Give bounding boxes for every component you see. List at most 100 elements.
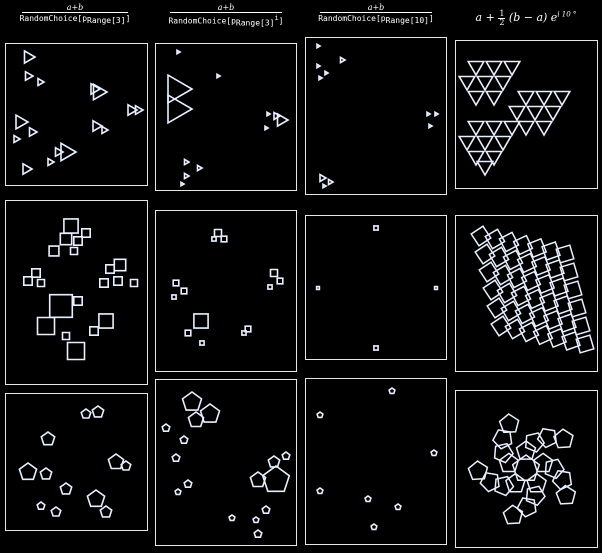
triangle-shape <box>134 104 145 116</box>
pentagon-shape <box>505 472 526 493</box>
panel-pentagons-col2 <box>155 379 297 546</box>
pentagon-shape <box>80 408 92 419</box>
fraction-bar <box>21 12 129 13</box>
pentagon-shape <box>316 411 324 419</box>
denominator: RandomChoice[pRange[10]] <box>318 14 434 25</box>
triangle-shape <box>493 75 513 92</box>
pentagon-shape <box>86 489 106 508</box>
triangle-shape <box>273 111 282 121</box>
triangle-shape <box>15 113 30 131</box>
triangle-shape <box>434 110 440 118</box>
pentagon-shape <box>394 503 402 511</box>
triangle-shape <box>28 126 39 138</box>
pentagon-shape <box>179 435 189 445</box>
header-fraction: a+b RandomChoice[pRange[3]] <box>20 3 131 26</box>
square-shape <box>557 313 577 333</box>
square-shape <box>199 340 205 346</box>
squares-col2-plot <box>171 228 284 346</box>
pentagon-shape <box>181 391 203 411</box>
pentagon-shape <box>161 423 171 433</box>
pentagon-shape <box>91 405 105 418</box>
pentagon-shape <box>199 403 221 423</box>
square-shape <box>520 270 542 292</box>
square-shape <box>184 329 192 337</box>
column-header-2: a+b RandomChoice[pRange[3]i] <box>158 3 294 33</box>
pentagon-shape <box>498 452 520 473</box>
panel-squares-col1 <box>5 200 148 385</box>
square-shape <box>555 244 575 264</box>
triangle-shape <box>23 49 37 65</box>
column-header-1: a+b RandomChoice[pRange[3]] <box>10 3 140 33</box>
triangle-shape <box>339 56 347 64</box>
square-shape <box>532 324 554 346</box>
square-shape <box>193 313 209 329</box>
triangle-shape <box>516 90 536 107</box>
header-fraction: a+b RandomChoice[pRange[3]i] <box>168 3 283 29</box>
pentagon-shape <box>526 472 547 493</box>
square-shape <box>482 279 504 301</box>
triangle-shape <box>264 124 270 132</box>
square-shape <box>488 246 510 268</box>
triangle-shape <box>176 48 182 56</box>
numerator: a+b <box>217 3 235 12</box>
triangle-shape <box>484 150 504 167</box>
square-shape <box>244 325 252 333</box>
pentagon-shape <box>261 465 291 493</box>
triangle-shape <box>484 60 504 77</box>
pentagon-shape <box>267 455 281 468</box>
square-shape <box>105 263 115 274</box>
triangle-shape <box>466 60 486 77</box>
triangle-shape <box>466 120 486 137</box>
pentagon-shape <box>430 449 438 457</box>
square-shape <box>373 345 379 351</box>
square-shape <box>48 245 60 257</box>
triangle-shape <box>22 162 34 176</box>
triangle-shape <box>457 135 477 152</box>
fraction-bar <box>170 12 282 13</box>
triangle-shape <box>47 157 56 167</box>
pentagon-shape <box>18 462 38 481</box>
triangle-shape <box>167 73 194 105</box>
square-shape <box>567 298 587 318</box>
pentagon-shape <box>249 471 267 488</box>
square-shape <box>541 241 561 261</box>
triangle-shape <box>426 110 432 118</box>
pentagon-shape <box>174 488 182 496</box>
square-shape <box>470 225 492 247</box>
square-shape <box>545 259 565 279</box>
triangle-shape <box>60 141 78 163</box>
pentagon-shape <box>40 431 56 446</box>
square-shape <box>546 327 568 349</box>
numerator: a+b <box>367 3 385 12</box>
square-shape <box>373 225 379 231</box>
square-shape <box>433 285 439 291</box>
square-shape <box>496 282 518 304</box>
square-shape <box>113 258 127 272</box>
square-shape <box>69 246 79 256</box>
triangle-shape <box>484 90 504 107</box>
square-shape <box>172 279 180 287</box>
square-shape <box>553 295 573 315</box>
squares-col3-plot <box>315 225 439 351</box>
square-shape <box>510 285 532 307</box>
square-shape <box>89 326 99 336</box>
square-shape <box>267 284 273 290</box>
pentagon-shape <box>120 460 132 471</box>
triangle-shape <box>183 158 191 166</box>
pentagon-shape <box>228 514 236 522</box>
panel-triangles-col2 <box>155 43 297 191</box>
square-shape <box>500 300 522 322</box>
pentagons-col2-plot <box>161 391 291 538</box>
square-shape <box>492 264 514 286</box>
square-shape <box>81 227 91 239</box>
pentagon-shape <box>171 453 181 462</box>
square-shape <box>180 287 188 295</box>
pentagon-shape <box>370 523 378 531</box>
square-shape <box>220 235 228 243</box>
triangle-shape <box>484 120 504 137</box>
pentagons-col4-plot <box>467 413 577 525</box>
triangle-shape <box>502 120 522 137</box>
triangle-shape <box>534 90 554 107</box>
